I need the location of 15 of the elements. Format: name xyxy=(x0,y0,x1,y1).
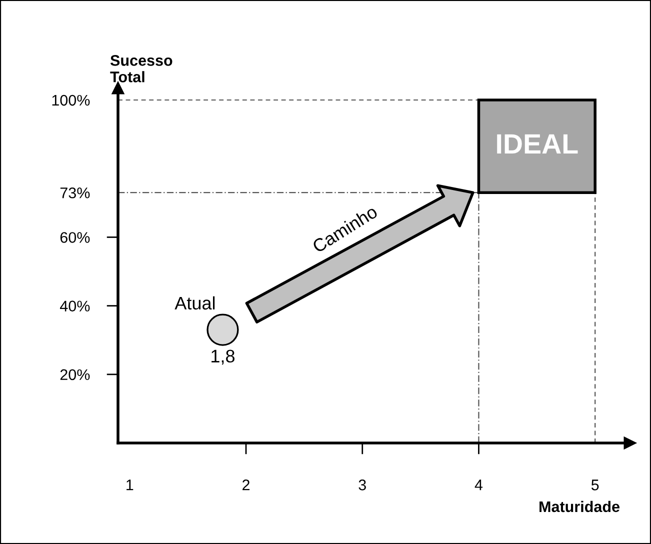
y-tick-label: 20% xyxy=(60,369,90,380)
x-tick-label: 2 xyxy=(242,480,250,490)
x-tick-label: 3 xyxy=(358,480,366,490)
x-axis-title: Maturidade xyxy=(540,500,620,512)
y-axis-title: Sucesso Total xyxy=(110,55,172,82)
annotation: 1,8 xyxy=(212,350,234,365)
series-label: Atual xyxy=(174,296,215,310)
x-tick-label: 4 xyxy=(474,480,483,490)
annotation: IDEAL xyxy=(497,134,578,154)
y-tick-label: 40% xyxy=(60,300,90,312)
y-tick-label: 60% xyxy=(60,232,90,243)
x-tick-label: 1 xyxy=(126,480,134,490)
y-tick-label: 100% xyxy=(52,94,90,106)
y-tick-label: 73% xyxy=(60,187,90,198)
x-tick-label: 5 xyxy=(591,480,599,490)
